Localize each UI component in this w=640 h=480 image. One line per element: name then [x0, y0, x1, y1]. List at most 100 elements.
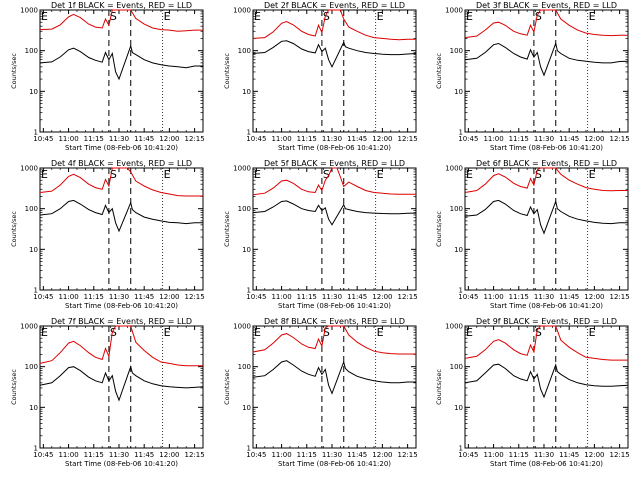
panel-title: Det 9f BLACK = Events, RED = LLD: [476, 317, 617, 326]
x-tick-label: 11:30: [534, 451, 554, 459]
series-line-red: [252, 167, 416, 196]
y-tick-label: 1: [34, 129, 38, 137]
event-marker-s: S: [535, 10, 542, 23]
x-tick-label: 11:45: [134, 293, 154, 301]
event-marker-e: E: [164, 168, 171, 181]
x-tick-label: 11:30: [322, 135, 342, 143]
series-line-red: [464, 9, 628, 39]
x-tick-label: 12:00: [159, 293, 179, 301]
panel-det-4: Det 4f BLACK = Events, RED = LLD 1 10 100 10…: [10, 159, 205, 310]
x-axis-label: Start Time (08-Feb-06 10:41:20): [65, 460, 178, 468]
event-marker-e: E: [377, 326, 384, 339]
panel-det-9: Det 9f BLACK = Events, RED = LLD 1 10 100 10…: [435, 317, 630, 468]
x-tick-label: 11:30: [109, 135, 129, 143]
panel-title: Det 2f BLACK = Events, RED = LLD: [264, 1, 405, 10]
y-tick-label: 1000: [20, 7, 38, 15]
x-tick-label: 10:45: [246, 293, 266, 301]
event-marker-s: S: [535, 168, 542, 181]
plot-frame: [464, 167, 629, 291]
event-marker-e: E: [589, 326, 596, 339]
series-line-red: [464, 167, 628, 193]
x-tick-label: 11:45: [134, 451, 154, 459]
x-tick-label: 12:00: [372, 293, 392, 301]
x-axis-label: Start Time (08-Feb-06 10:41:20): [278, 302, 391, 310]
x-tick-label: 12:15: [398, 135, 418, 143]
x-tick-label: 11:15: [84, 293, 104, 301]
panel-det-1: Det 1f BLACK = Events, RED = LLD 1 10 100 10…: [10, 1, 205, 152]
series-line-red: [39, 9, 203, 32]
y-tick-label: 1000: [233, 323, 251, 331]
x-tick-label: 11:15: [509, 293, 529, 301]
x-tick-label: 10:45: [246, 451, 266, 459]
x-tick-label: 11:45: [134, 135, 154, 143]
x-axis-label: Start Time (08-Feb-06 10:41:20): [65, 144, 178, 152]
y-tick-label: 1000: [20, 165, 38, 173]
series-line-black: [39, 365, 204, 402]
event-marker-e: E: [589, 168, 596, 181]
y-tick-label: 1: [247, 445, 251, 453]
series-line-black: [252, 360, 416, 395]
x-tick-label: 11:30: [109, 293, 129, 301]
event-marker-e: E: [41, 10, 48, 23]
x-tick-label: 11:45: [559, 135, 579, 143]
y-tick-label: 10: [29, 88, 38, 96]
event-marker-e: E: [466, 326, 473, 339]
x-tick-label: 10:45: [458, 135, 478, 143]
series-line-red: [252, 325, 416, 355]
panel-det-5: Det 5f BLACK = Events, RED = LLD 1 10 100 10…: [223, 159, 418, 310]
x-tick-label: 10:45: [33, 451, 53, 459]
x-tick-label: 12:15: [185, 293, 205, 301]
y-tick-label: 10: [454, 246, 463, 254]
x-tick-label: 11:00: [58, 293, 78, 301]
x-tick-label: 12:15: [185, 135, 205, 143]
y-tick-label: 1000: [445, 165, 463, 173]
series-line-red: [39, 325, 203, 367]
event-marker-e: E: [164, 10, 171, 23]
event-marker-e: E: [466, 10, 473, 23]
event-marker-s: S: [323, 326, 330, 339]
x-tick-label: 11:00: [483, 451, 503, 459]
y-tick-label: 100: [25, 363, 38, 371]
plot-frame: [464, 325, 629, 449]
event-marker-e: E: [466, 168, 473, 181]
event-marker-e: E: [41, 326, 48, 339]
y-tick-label: 10: [242, 404, 251, 412]
y-tick-label: 1: [34, 287, 38, 295]
y-tick-label: 10: [29, 246, 38, 254]
y-tick-label: 100: [238, 363, 251, 371]
y-tick-label: 1: [459, 445, 463, 453]
event-marker-e: E: [377, 168, 384, 181]
series-line-black: [464, 41, 629, 77]
x-tick-label: 12:00: [584, 451, 604, 459]
x-tick-label: 12:00: [159, 451, 179, 459]
x-tick-label: 11:15: [297, 451, 317, 459]
event-marker-e: E: [254, 326, 261, 339]
x-tick-label: 10:45: [246, 135, 266, 143]
x-axis-label: Start Time (08-Feb-06 10:41:20): [490, 144, 603, 152]
series-line-black: [464, 199, 628, 235]
x-tick-label: 11:15: [84, 451, 104, 459]
y-tick-label: 10: [29, 404, 38, 412]
x-axis-label: Start Time (08-Feb-06 10:41:20): [278, 460, 391, 468]
y-tick-label: 1000: [20, 323, 38, 331]
x-tick-label: 12:00: [372, 135, 392, 143]
event-marker-e: E: [589, 10, 596, 23]
x-tick-label: 11:45: [347, 293, 367, 301]
x-tick-label: 12:15: [398, 293, 418, 301]
x-tick-label: 11:00: [271, 135, 291, 143]
y-axis-label: Counts/sec: [435, 211, 443, 247]
y-tick-label: 10: [242, 246, 251, 254]
x-tick-label: 11:00: [483, 293, 503, 301]
x-tick-label: 11:15: [297, 135, 317, 143]
x-tick-label: 12:00: [584, 293, 604, 301]
y-tick-label: 100: [450, 205, 463, 213]
y-tick-label: 100: [25, 205, 38, 213]
x-tick-label: 10:45: [458, 451, 478, 459]
panel-det-7: Det 7f BLACK = Events, RED = LLD 1 10 100 10…: [10, 317, 205, 468]
panel-title: Det 7f BLACK = Events, RED = LLD: [51, 317, 192, 326]
y-tick-label: 1: [34, 445, 38, 453]
x-tick-label: 12:15: [185, 451, 205, 459]
panel-title: Det 8f BLACK = Events, RED = LLD: [264, 317, 405, 326]
panel-det-8: Det 8f BLACK = Events, RED = LLD 1 10 100 10…: [223, 317, 418, 468]
panel-title: Det 3f BLACK = Events, RED = LLD: [476, 1, 617, 10]
